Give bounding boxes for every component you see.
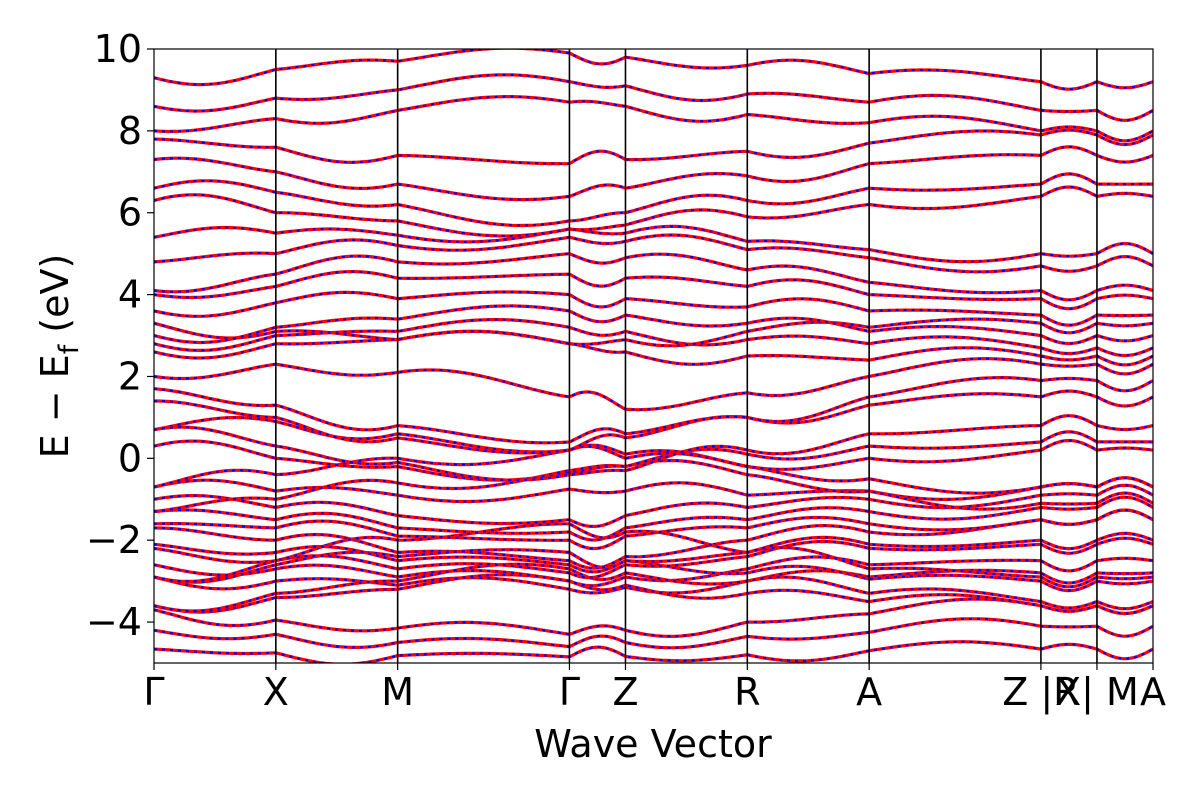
band-32-dashed [154, 225, 1153, 263]
band-12-dashed [154, 522, 1153, 588]
band-2-dashed [154, 569, 1153, 595]
band-31-dashed [154, 233, 1153, 273]
band-7-solid [154, 495, 1153, 542]
x-tick-label-3: Γ [559, 670, 580, 714]
band-26-dashed [154, 318, 1153, 347]
x-tick-label-9: A [1140, 670, 1166, 714]
x-tick-label-5: R [734, 670, 760, 714]
band-20-dashed [154, 414, 1153, 482]
x-tick-label-4: Z [612, 670, 638, 714]
y-tick-label-7: 10 [94, 27, 142, 71]
x-tick-label-7: Z |R [1002, 670, 1079, 715]
band-4-dashed [154, 617, 1153, 649]
x-tick-label-0: Γ [143, 670, 164, 714]
y-tick-label-6: 8 [118, 109, 142, 153]
y-tick-label-0: −4 [86, 600, 142, 644]
band-29-dashed [154, 270, 1153, 310]
x-tick-label-2: M [381, 670, 414, 714]
band-22-solid [154, 376, 1153, 445]
band-11-dashed [154, 484, 1153, 528]
band-39-dashed [154, 49, 1153, 91]
band-38-dashed [154, 73, 1153, 122]
band-28-dashed [154, 290, 1153, 327]
band-14-solid [154, 508, 1153, 551]
y-axis-title-unit: (eV) [33, 254, 77, 345]
band-35-dashed [154, 145, 1153, 201]
y-axis-title: E − Ef (eV) [33, 254, 85, 459]
x-tick-label-8: X| M [1055, 670, 1139, 715]
y-tick-label-4: 4 [118, 273, 142, 317]
band-33-dashed [154, 185, 1153, 238]
x-tick-label-1: X [263, 670, 289, 714]
band-27-dashed [154, 304, 1153, 345]
kpoint-lines [275, 49, 1098, 663]
bands-layer [154, 49, 1153, 663]
band-9-dashed [154, 548, 1153, 592]
band-37-dashed [154, 95, 1153, 142]
band-0-dashed [154, 640, 1153, 663]
band-5-dashed [154, 573, 1153, 615]
x-tick-label-6: A [856, 670, 882, 714]
band-23-dashed [154, 357, 1153, 411]
band-8-dashed [154, 563, 1153, 613]
band-1-dashed [154, 598, 1153, 638]
y-axis-title-sub: f [54, 343, 85, 354]
band-6-dashed [154, 555, 1153, 587]
band-30-dashed [154, 252, 1153, 301]
band-34-dashed [154, 172, 1153, 227]
y-tick-label-3: 2 [118, 354, 142, 398]
plot-frame [153, 48, 1154, 664]
y-axis-title-main: E − E [33, 354, 77, 458]
y-tick-label-5: 6 [118, 191, 142, 235]
band-16-dashed [154, 459, 1153, 513]
y-tick-label-2: 0 [118, 436, 142, 480]
y-axis: −4 −2 0 2 4 6 8 10 [86, 27, 154, 644]
x-axis-title: Wave Vector [534, 722, 772, 766]
band-24-dashed [154, 330, 1153, 367]
band-18-dashed [154, 430, 1153, 482]
band-36-dashed [154, 128, 1153, 165]
y-tick-label-1: −2 [86, 518, 142, 562]
band-13-solid [154, 531, 1153, 574]
band-3-dashed [154, 508, 1153, 570]
band-10-dashed [154, 537, 1153, 579]
